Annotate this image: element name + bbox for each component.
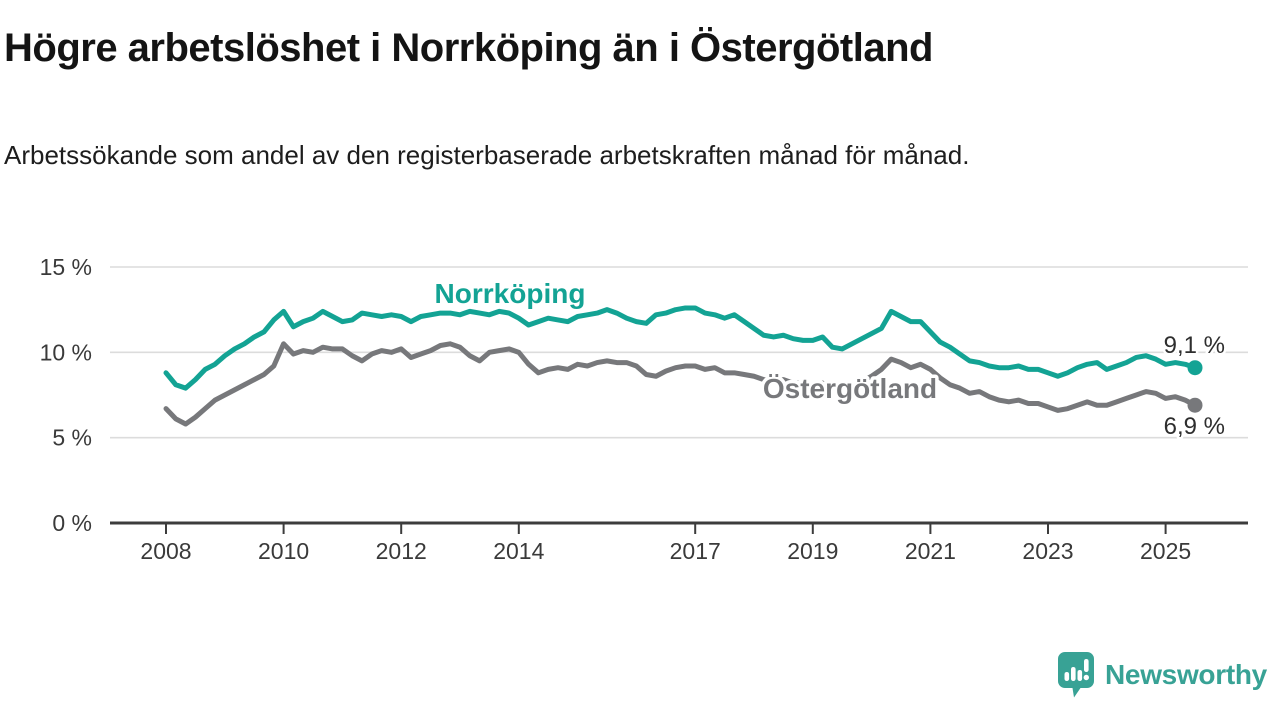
page-title: Högre arbetslöshet i Norrköping än i Öst… [4,26,933,70]
x-tick-label: 2010 [258,538,309,564]
end-value-label-norrköping: 9,1 % [1164,332,1225,359]
chart-labels: Norrköping Östergötland 9,1 % 6,9 % [431,275,1227,443]
end-value-label-östergötland: 6,9 % [1164,413,1225,440]
series-end-dot-norrköping [1187,360,1203,376]
bar-tall-icon [1071,667,1076,681]
y-tick-label: 0 % [52,510,92,536]
newsworthy-logo: Newsworthy [1056,651,1267,699]
x-axis: 2008 2010 2012 2014 2017 2019 2021 2023 2025 [110,521,1248,564]
bar-medium-icon [1077,670,1083,681]
exclamation-dot-icon [1083,674,1089,681]
exclamation-stem-icon [1084,659,1089,672]
x-tick-label: 2008 [140,538,191,564]
x-tick-label: 2014 [493,538,544,564]
page-subtitle: Arbetssökande som andel av den registerb… [4,140,970,170]
series-label-norrköping: Norrköping [435,278,586,309]
x-tick-label: 2012 [376,538,427,564]
newsworthy-bubble-chart-icon [1058,652,1094,698]
series-line-norrköping [163,305,1198,391]
y-tick-label: 10 % [40,339,92,365]
y-tick-label: 5 % [52,425,92,451]
x-tick-label: 2019 [787,538,838,564]
y-tick-label: 15 % [40,254,92,280]
series-label-östergötland: Östergötland [763,373,937,404]
bar-short-icon [1064,672,1070,681]
series-line-östergötland [163,341,1198,427]
x-tick-label: 2017 [670,538,721,564]
x-tick-label: 2021 [905,538,956,564]
x-tick-label: 2023 [1022,538,1073,564]
newsworthy-wordmark: Newsworthy [1105,659,1267,690]
series-end-dot-östergötland [1187,397,1203,413]
series-lines [163,305,1203,427]
x-tick-label: 2025 [1140,538,1191,564]
